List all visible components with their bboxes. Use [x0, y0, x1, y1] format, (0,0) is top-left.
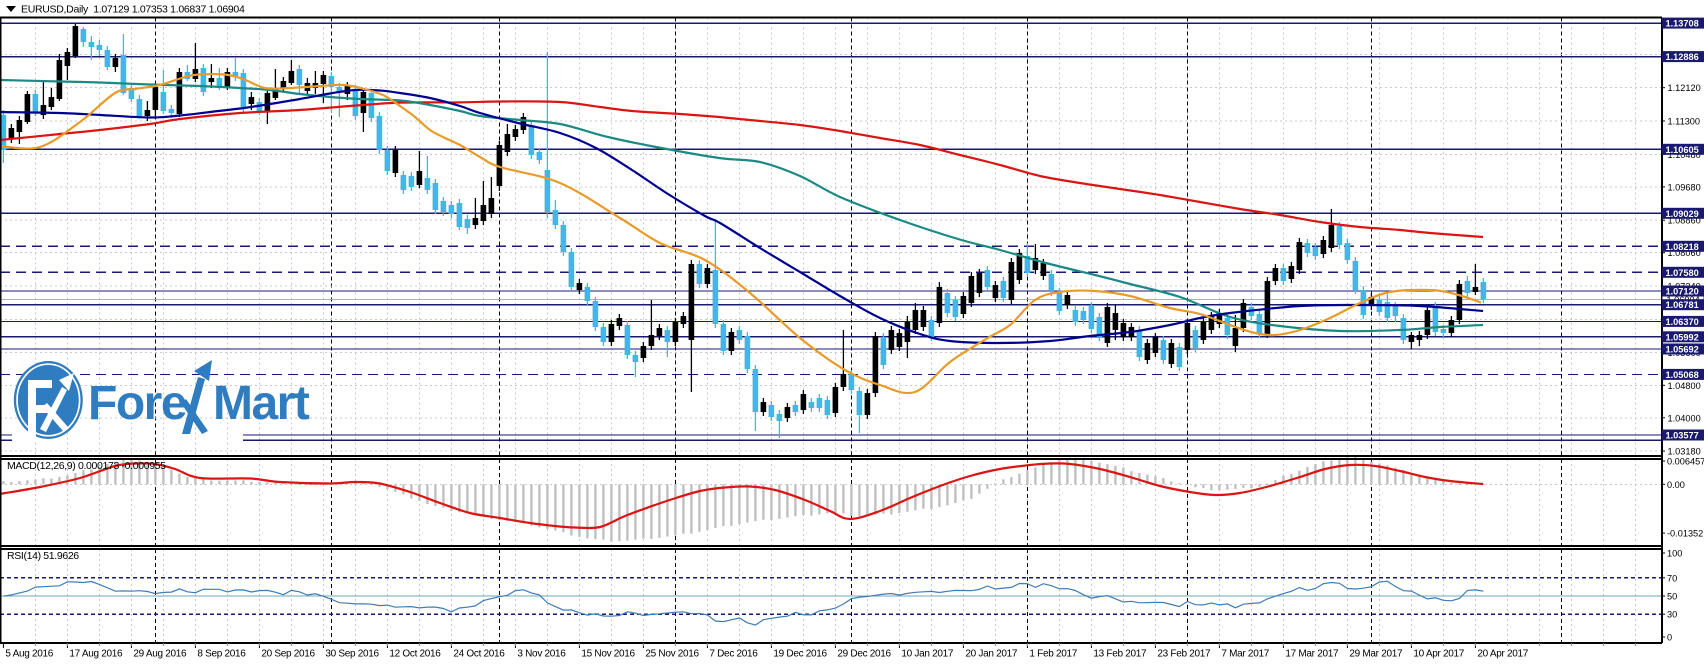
svg-text:15 Nov 2016: 15 Nov 2016 — [581, 649, 635, 660]
svg-text:1.05068: 1.05068 — [1666, 370, 1699, 380]
svg-text:13 Feb 2017: 13 Feb 2017 — [1093, 649, 1147, 660]
svg-text:Fore: Fore — [88, 377, 187, 430]
svg-text:-0.01352: -0.01352 — [1667, 529, 1703, 539]
svg-text:50: 50 — [1667, 592, 1677, 602]
svg-text:17 Mar 2017: 17 Mar 2017 — [1285, 649, 1339, 660]
svg-text:RSI(14) 51.9626: RSI(14) 51.9626 — [7, 550, 79, 562]
svg-text:EURUSD,Daily 1.07129 1.07353: EURUSD,Daily 1.07129 1.07353 1.06837 1.0… — [21, 4, 245, 16]
svg-text:1.10605: 1.10605 — [1666, 145, 1699, 155]
svg-text:29 Dec 2016: 29 Dec 2016 — [837, 649, 891, 660]
svg-text:10 Apr 2017: 10 Apr 2017 — [1413, 649, 1464, 660]
svg-text:1.05992: 1.05992 — [1666, 332, 1699, 342]
svg-text:8 Sep 2016: 8 Sep 2016 — [197, 649, 246, 660]
svg-text:1.09680: 1.09680 — [1668, 182, 1701, 192]
svg-text:20 Jan 2017: 20 Jan 2017 — [965, 649, 1017, 660]
svg-text:1.08218: 1.08218 — [1666, 242, 1699, 252]
svg-text:19 Dec 2016: 19 Dec 2016 — [773, 649, 827, 660]
svg-text:1.08060: 1.08060 — [1668, 248, 1701, 258]
svg-text:17 Aug 2016: 17 Aug 2016 — [69, 649, 123, 660]
svg-text:1.07580: 1.07580 — [1666, 268, 1699, 278]
svg-text:1.09029: 1.09029 — [1666, 209, 1699, 219]
svg-text:24 Oct 2016: 24 Oct 2016 — [453, 649, 505, 660]
svg-text:30 Sep 2016: 30 Sep 2016 — [325, 649, 379, 660]
svg-text:20 Sep 2016: 20 Sep 2016 — [261, 649, 315, 660]
svg-text:1.12120: 1.12120 — [1668, 83, 1701, 93]
svg-text:7 Dec 2016: 7 Dec 2016 — [709, 649, 758, 660]
svg-text:1.13708: 1.13708 — [1666, 19, 1699, 29]
svg-text:10 Jan 2017: 10 Jan 2017 — [901, 649, 953, 660]
svg-text:70: 70 — [1667, 573, 1677, 583]
svg-text:1.08860: 1.08860 — [1668, 216, 1701, 226]
svg-text:5 Aug 2016: 5 Aug 2016 — [5, 649, 53, 660]
svg-text:20 Apr 2017: 20 Apr 2017 — [1477, 649, 1528, 660]
svg-text:MACD(12,26,9) 0.000173 -0.0009: MACD(12,26,9) 0.000173 -0.000955 — [7, 460, 166, 472]
svg-text:25 Nov 2016: 25 Nov 2016 — [645, 649, 699, 660]
svg-text:1.10480: 1.10480 — [1668, 150, 1701, 160]
svg-text:1.11300: 1.11300 — [1668, 117, 1701, 127]
svg-text:1.03180: 1.03180 — [1668, 447, 1701, 457]
svg-text:1.05692: 1.05692 — [1666, 345, 1699, 355]
svg-text:29 Mar 2017: 29 Mar 2017 — [1349, 649, 1403, 660]
svg-text:100: 100 — [1667, 549, 1682, 559]
svg-text:1.06781: 1.06781 — [1666, 300, 1699, 310]
svg-text:12 Oct 2016: 12 Oct 2016 — [389, 649, 441, 660]
svg-text:30: 30 — [1667, 610, 1677, 620]
svg-text:1.07120: 1.07120 — [1666, 287, 1699, 297]
svg-text:1.03577: 1.03577 — [1666, 431, 1699, 441]
svg-text:1.04000: 1.04000 — [1668, 413, 1701, 423]
svg-text:0.006457: 0.006457 — [1667, 457, 1704, 467]
svg-text:1.12886: 1.12886 — [1666, 52, 1699, 62]
svg-text:29 Aug 2016: 29 Aug 2016 — [133, 649, 187, 660]
svg-text:1.06370: 1.06370 — [1666, 317, 1699, 327]
svg-text:3 Nov 2016: 3 Nov 2016 — [517, 649, 566, 660]
svg-text:23 Feb 2017: 23 Feb 2017 — [1157, 649, 1211, 660]
svg-text:0.00: 0.00 — [1667, 480, 1685, 490]
svg-text:1.04800: 1.04800 — [1668, 381, 1701, 391]
svg-text:1 Feb 2017: 1 Feb 2017 — [1029, 649, 1077, 660]
svg-text:Mart: Mart — [213, 377, 310, 430]
svg-text:0: 0 — [1667, 633, 1672, 643]
svg-text:7 Mar 2017: 7 Mar 2017 — [1221, 649, 1269, 660]
